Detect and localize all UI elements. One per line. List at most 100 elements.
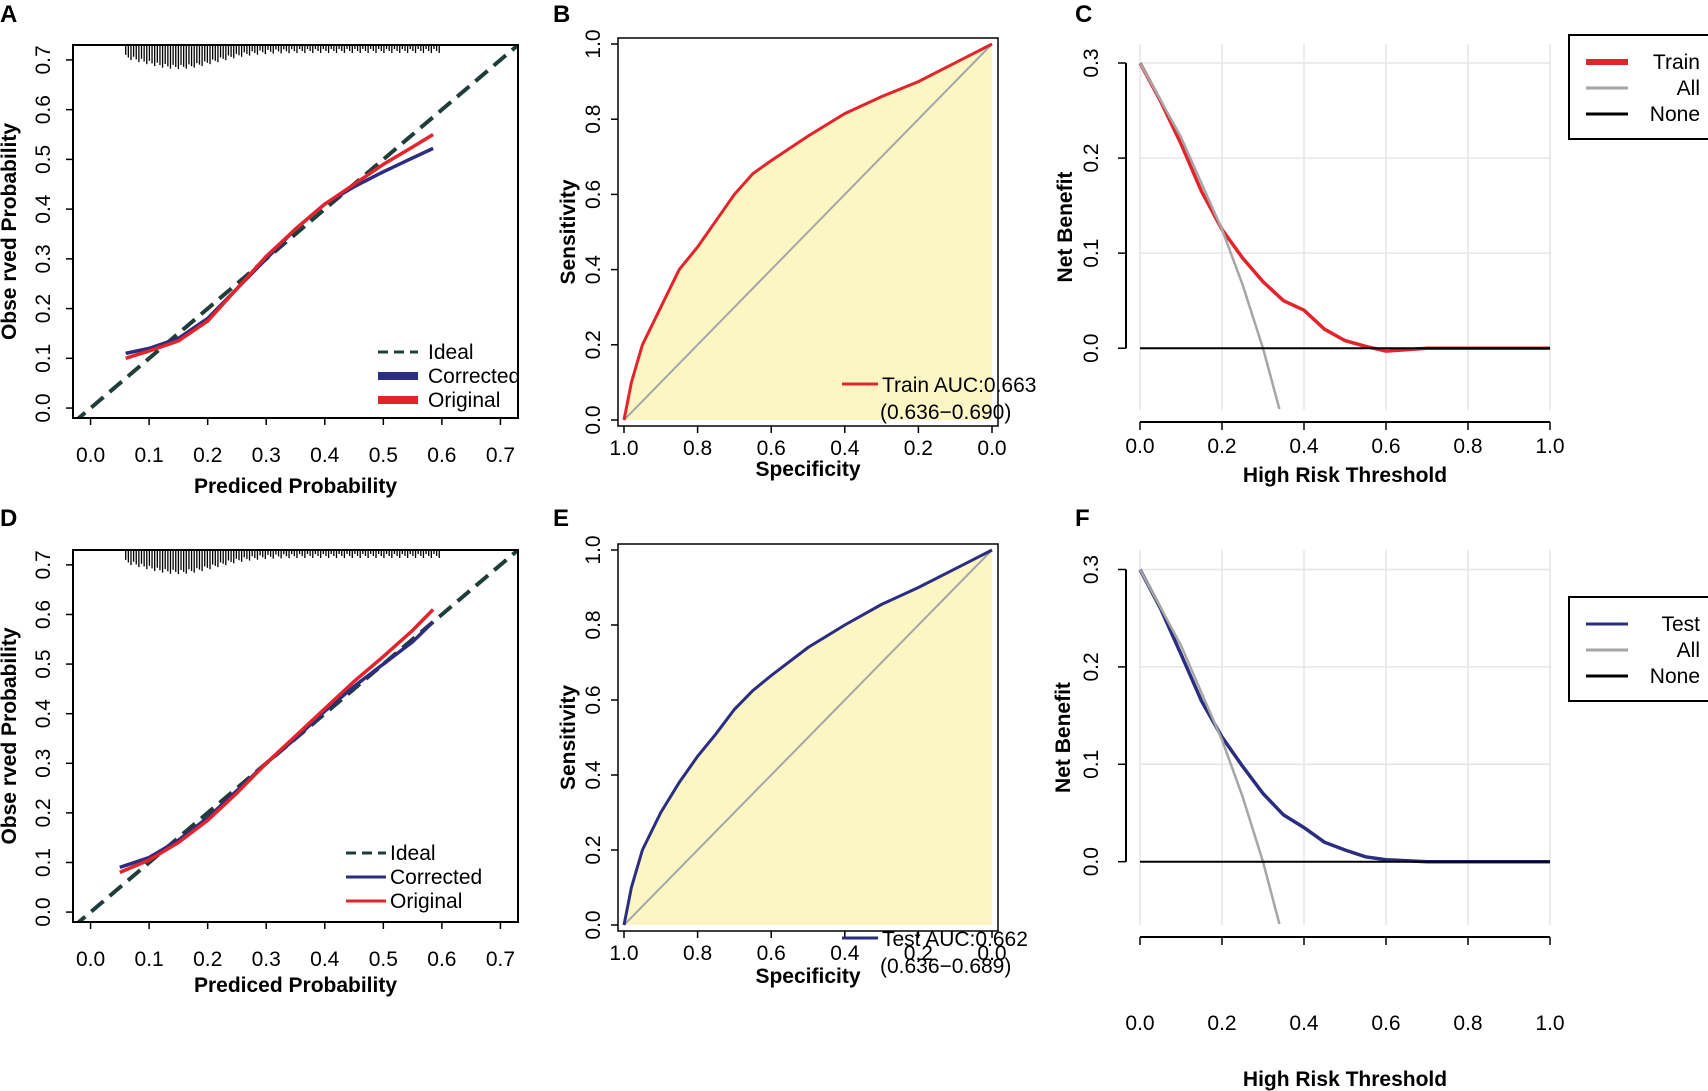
legend-label: All [1677,77,1700,100]
y-tick-label: 0.4 [582,255,605,285]
legend-label: Original [390,890,462,913]
x-tick-label: 0.2 [1207,435,1236,458]
x-tick-label: 0.8 [1453,435,1482,458]
x-tick-label: 0.8 [1453,1012,1482,1035]
x-tick-label: 0.4 [1289,1012,1319,1035]
legend-label: Ideal [428,341,474,364]
y-tick-label: 0.5 [32,649,55,678]
x-tick-label: 1.0 [1535,435,1564,458]
gridlines [1139,44,1551,410]
x-tick-label: 0.5 [369,948,398,971]
x-tick-label: 1.0 [1535,1012,1564,1035]
x-tick-label: 0.0 [1125,435,1154,458]
x-tick-label: 0.2 [1207,1012,1236,1035]
legend-label: Train [1653,51,1700,74]
series-line-all [1138,62,1281,410]
legend-label: Train AUC:0.663 [882,374,1036,397]
x-axis-title: Specificity [755,965,860,988]
y-tick-label: 0.4 [32,194,55,224]
x-tick-label: 0.6 [1371,435,1400,458]
y-tick-label: 0.7 [32,550,55,579]
legend: Test All None [1568,596,1708,702]
y-tick-label: 0.2 [32,294,55,323]
panel-label: E [553,505,569,532]
roc-curve [622,548,993,926]
x-tick-label: 0.6 [757,437,786,460]
x-axis-title: High Risk Threshold [1243,1068,1447,1091]
y-tick-label: 0.1 [1080,239,1103,268]
y-tick-label: 0.0 [1080,847,1103,876]
panel-label: A [0,1,17,28]
x-tick-label: 0.8 [683,942,712,965]
x-tick-label: 0.1 [135,948,164,971]
y-tick-label: 0.1 [32,848,55,877]
plot-frame [617,543,999,932]
panel-c: C 0.0 0.2 0.4 0.6 0.8 1.0 0.0 0.1 0.2 0.3 Train All N… [1054,1,1708,487]
legend-label: Corrected [428,365,520,388]
y-tick-label: 0.3 [32,749,55,778]
panel-b: B 1.0 0.8 0.6 0.4 0.2 0.0 0.0 0.2 0.4 0.6 0.8 1.0 Tra… [553,1,1036,481]
y-tick-label: 0.0 [32,897,55,926]
series-line-original [119,608,435,875]
y-axis-title: Net Benefit [1054,172,1077,283]
series-line-train [1138,62,1550,353]
x-tick-label: 0.0 [1125,1012,1154,1035]
reference-diagonal [623,43,993,421]
y-tick-label: 0.2 [32,798,55,827]
legend: Train All None [1568,34,1708,140]
y-tick-label: 0.8 [582,610,605,639]
x-axis-title: Prediced Probability [194,475,397,498]
x-tick-label: 0.4 [1289,435,1319,458]
x-tick-label: 0.4 [310,444,340,467]
y-tick-label: 0.6 [32,600,55,629]
y-tick-label: 0.6 [582,180,605,209]
y-tick-label: 0.2 [1080,652,1103,681]
series-line-corrected [119,620,435,870]
x-tick-label: 0.2 [193,444,222,467]
legend-ci: (0.636−0.690) [880,401,1011,424]
y-tick-label: 0.2 [1080,143,1103,172]
x-tick-label: 0.6 [427,444,456,467]
y-tick-label: 0.2 [582,835,605,864]
x-tick-label: 0.7 [486,948,515,971]
rug-marks [125,550,440,574]
x-tick-label: 0.2 [904,942,933,965]
y-tick-label: 0.0 [1080,334,1103,363]
y-tick-label: 0.3 [32,244,55,273]
x-tick-label: 0.4 [830,437,860,460]
x-tick-label: 0.6 [1371,1012,1400,1035]
y-tick-label: 0.4 [32,699,55,729]
x-axis-title: High Risk Threshold [1243,464,1447,487]
legend-label: Ideal [390,842,436,865]
legend-ci: (0.636−0.689) [880,955,1011,978]
y-tick-label: 0.0 [32,393,55,422]
y-tick-label: 0.4 [582,760,605,790]
legend-label: Test [1661,613,1700,636]
y-tick-label: 0.0 [582,910,605,939]
y-tick-label: 0.1 [32,344,55,373]
x-axis-title: Prediced Probability [194,974,397,997]
legend-label: Corrected [390,866,482,889]
y-tick-label: 1.0 [582,29,605,58]
x-tick-label: 1.0 [609,942,638,965]
legend-label: All [1677,639,1700,662]
legend: Test AUC:0.662 (0.636−0.689) [842,928,1028,978]
panel-d: D 0.0 0.1 0.2 0.3 0.4 0.5 0.6 0.7 0.0 0.1 0.2 0.3 0.4… [0,505,519,997]
panel-label: C [1075,1,1092,28]
series-line-all [1138,568,1281,925]
y-axis-title: Sensitivity [557,685,580,790]
y-tick-label: 0.5 [32,145,55,174]
legend: Train AUC:0.663 (0.636−0.690) [842,374,1036,424]
x-tick-label: 0.2 [193,948,222,971]
gridlines [1139,550,1551,925]
panel-e: E 1.0 0.8 0.6 0.4 0.2 0.0 0.0 0.2 0.4 0.6 0.8 1.0 Tes… [553,505,1028,988]
rug-marks [125,45,440,69]
y-axis-title: Obse rved Probability [0,123,21,340]
legend-label: Test AUC:0.662 [882,928,1028,951]
series-line-corrected [125,146,434,356]
legend-label: None [1650,103,1700,126]
plot-frame [72,549,519,923]
y-tick-label: 0.7 [32,45,55,74]
